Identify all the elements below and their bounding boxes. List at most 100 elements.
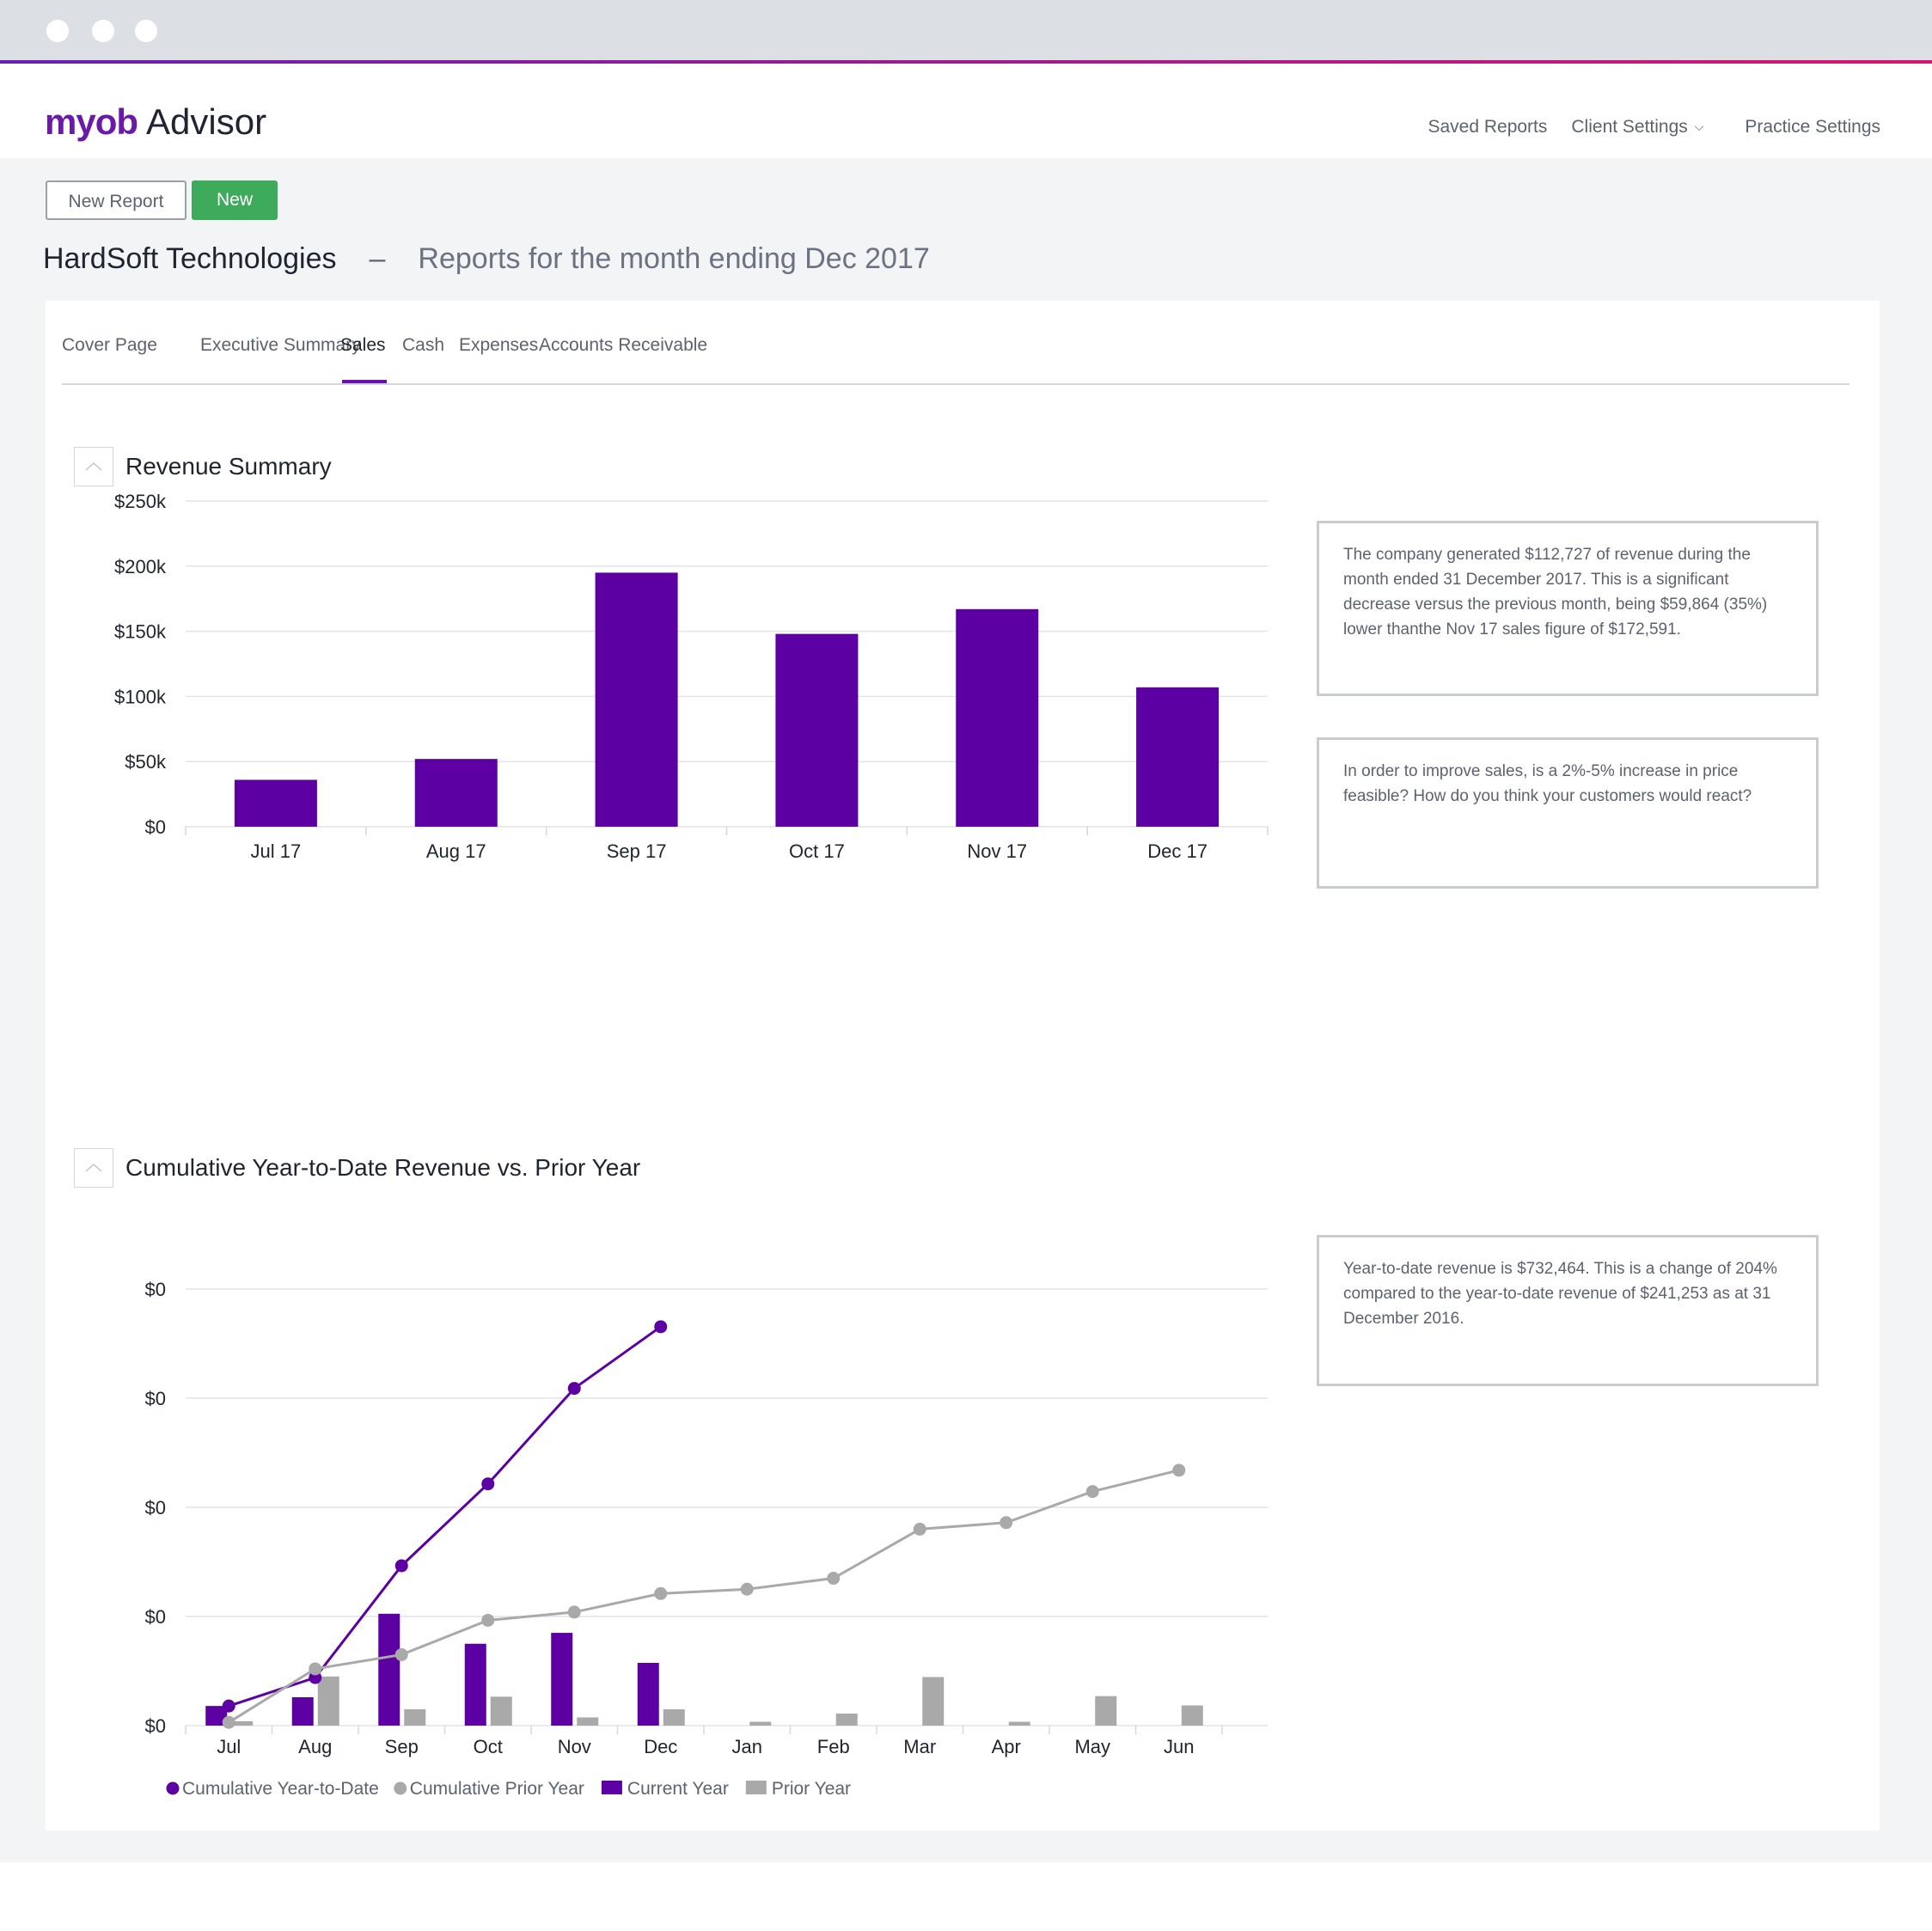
window-minimize-dot[interactable] <box>92 20 114 42</box>
cumulative-prior-year-point <box>222 1715 235 1729</box>
x-tick-label: Oct 17 <box>789 840 845 862</box>
y-tick-label: $50k <box>125 751 167 773</box>
window-close-dot[interactable] <box>46 20 69 42</box>
legend-label: Cumulative Prior Year <box>410 1779 584 1799</box>
new-button[interactable]: New <box>192 180 278 220</box>
window-zoom-dot[interactable] <box>135 20 157 42</box>
revenue-summary-header: Revenue Summary <box>74 447 332 486</box>
nav-link-practice-settings[interactable]: Practice Settings <box>1745 117 1880 137</box>
revenue-summary-title: Revenue Summary <box>125 453 332 480</box>
x-tick-label: Jun <box>1164 1736 1194 1757</box>
revenue-bar <box>595 572 678 827</box>
collapse-cumulative-button[interactable] <box>74 1148 113 1188</box>
y-tick-label: $150k <box>114 621 167 643</box>
tab-cash[interactable]: Cash <box>402 335 445 355</box>
page-heading: HardSoft Technologies – Reports for the … <box>43 242 930 276</box>
revenue-insight-box: The company generated $112,727 of revenu… <box>1317 521 1819 696</box>
legend-label: Prior Year <box>772 1779 851 1799</box>
prior-year-bar <box>490 1696 512 1726</box>
cumulative-prior-year-point <box>913 1522 926 1536</box>
active-tab-indicator <box>342 380 387 383</box>
cumulative-prior-year-point <box>740 1582 754 1596</box>
current-year-bar <box>637 1662 659 1726</box>
chevron-up-icon <box>85 461 102 471</box>
cumulative-year-to-date-point <box>394 1559 408 1573</box>
product-name: Advisor <box>146 101 267 142</box>
x-tick-label: May <box>1074 1736 1110 1757</box>
x-tick-label: Aug 17 <box>426 840 486 862</box>
prior-year-bar <box>835 1714 858 1726</box>
prior-year-bar <box>577 1717 599 1726</box>
tab-sales[interactable]: Sales <box>340 335 386 355</box>
pricing-question-box: In order to improve sales, is a 2%-5% in… <box>1317 737 1819 889</box>
y-tick-label: $0 <box>145 816 166 838</box>
revenue-bar <box>956 608 1039 827</box>
cumulative-prior-year-point <box>654 1586 668 1600</box>
tab-executive-summary[interactable]: Executive Summary <box>200 335 361 355</box>
y-tick-label: $250k <box>114 494 167 512</box>
nav-links: Saved Reports Client Settings ⌵ Practice … <box>1428 117 1880 137</box>
x-tick-label: Aug <box>298 1736 332 1757</box>
cumulative-prior-year-point <box>309 1662 322 1676</box>
cumulative-year-to-date-point <box>654 1320 668 1334</box>
report-period-subtitle: Reports for the month ending Dec 2017 <box>418 242 930 275</box>
x-tick-label: Sep 17 <box>607 840 667 862</box>
cumulative-revenue-chart: $0 $0 $0 $0 $0 Jul Aug Sep Oct Nov Dec Jan Feb Mar Apr… <box>145 1279 1268 1799</box>
ytd-insight-box: Year-to-date revenue is $732,464. This i… <box>1317 1235 1819 1386</box>
x-tick-label: Jan <box>732 1736 762 1757</box>
nav-link-client-settings-label: Client Settings <box>1571 117 1688 137</box>
chevron-up-icon <box>85 1163 102 1172</box>
tab-cover-page[interactable]: Cover Page <box>62 335 157 355</box>
x-tick-label: Oct <box>474 1736 503 1757</box>
y-tick-label: $0 <box>145 1606 166 1628</box>
report-tabs: Cover Page Executive Summary Sales Cash … <box>62 335 1849 385</box>
x-tick-label: Nov 17 <box>967 840 1027 862</box>
x-tick-label: Mar <box>903 1736 936 1757</box>
top-navigation: myob Advisor Saved Reports Client Settin… <box>0 64 1932 158</box>
cumulative-prior-year-legend-marker <box>394 1781 407 1795</box>
nav-link-client-settings[interactable]: Client Settings ⌵ <box>1571 117 1703 137</box>
revenue-insight-text: The company generated $112,727 of revenu… <box>1343 546 1768 639</box>
cumulative-year-to-date-line <box>228 1325 662 1708</box>
tab-accounts-receivable[interactable]: Accounts Receivable <box>539 335 708 355</box>
cumulative-year-to-date-point <box>222 1699 235 1713</box>
cumulative-prior-year-point <box>827 1572 841 1586</box>
prior-year-bar <box>404 1708 426 1726</box>
new-report-button[interactable]: New Report <box>46 180 186 220</box>
accent-gradient-line <box>0 60 1932 64</box>
cumulative-year-to-date-legend-marker <box>166 1781 180 1795</box>
window-titlebar <box>0 0 1932 60</box>
cumulative-year-to-date-point <box>567 1382 581 1396</box>
prior-year-bar <box>1095 1696 1117 1726</box>
cumulative-prior-year-point <box>1000 1516 1013 1530</box>
prior-year-bar <box>749 1721 772 1726</box>
current-year-bar <box>205 1706 228 1726</box>
x-tick-label: Feb <box>817 1736 850 1757</box>
cumulative-revenue-title: Cumulative Year-to-Date Revenue vs. Prio… <box>125 1154 641 1181</box>
app-logo[interactable]: myob Advisor <box>45 101 266 153</box>
x-tick-label: Nov <box>558 1736 591 1757</box>
prior-year-legend-marker <box>745 1781 767 1794</box>
y-tick-label: $0 <box>145 1715 166 1737</box>
x-tick-label: Sep <box>385 1736 419 1757</box>
revenue-bar-chart: $0 $50k $100k $150k $200k $250k Jul 17 Aug 17 Se… <box>114 494 1269 862</box>
collapse-revenue-button[interactable] <box>74 447 113 486</box>
heading-separator: – <box>369 242 386 275</box>
cumulative-prior-year-point <box>481 1613 495 1627</box>
x-tick-label: Dec 17 <box>1147 840 1208 862</box>
revenue-bar <box>775 633 859 827</box>
nav-link-saved-reports[interactable]: Saved Reports <box>1428 117 1548 137</box>
ytd-insight-text: Year-to-date revenue is $732,464. This i… <box>1343 1260 1777 1328</box>
x-tick-label: Jul 17 <box>251 840 302 862</box>
x-tick-label: Apr <box>992 1736 1021 1757</box>
legend-label: Cumulative Year-to-Date <box>182 1779 379 1799</box>
y-tick-label: $0 <box>145 1497 166 1519</box>
y-tick-label: $200k <box>114 556 167 577</box>
tab-expenses[interactable]: Expenses <box>459 335 539 355</box>
revenue-bar <box>234 779 317 827</box>
cumulative-prior-year-point <box>567 1605 581 1619</box>
y-tick-label: $0 <box>145 1279 166 1300</box>
current-year-bar <box>551 1633 573 1726</box>
cumulative-revenue-header: Cumulative Year-to-Date Revenue vs. Prio… <box>74 1148 640 1188</box>
cumulative-prior-year-line <box>228 1469 1180 1724</box>
